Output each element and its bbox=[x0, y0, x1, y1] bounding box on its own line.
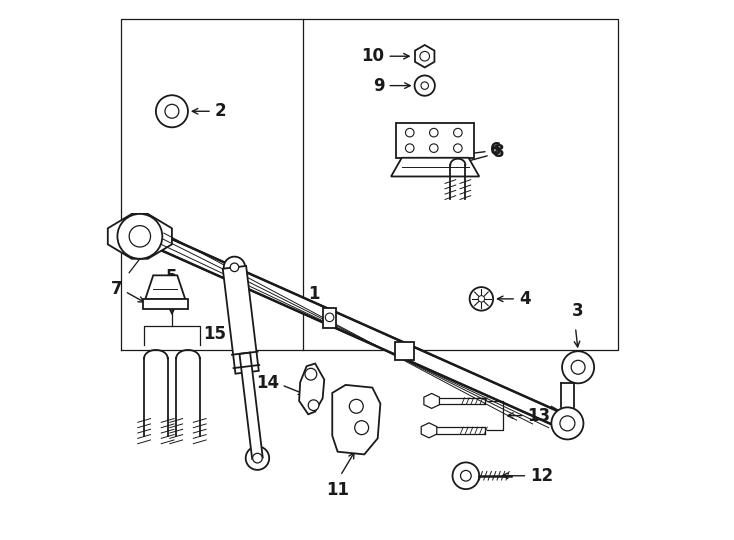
Circle shape bbox=[429, 129, 438, 137]
Text: 7: 7 bbox=[111, 280, 123, 298]
Circle shape bbox=[470, 287, 493, 310]
Bar bbox=[142, 299, 188, 309]
Polygon shape bbox=[299, 363, 324, 414]
Polygon shape bbox=[424, 394, 440, 408]
Text: 10: 10 bbox=[362, 47, 385, 65]
Bar bbox=[396, 123, 474, 158]
Polygon shape bbox=[148, 228, 567, 431]
Circle shape bbox=[421, 82, 429, 89]
Bar bbox=[323, 308, 336, 328]
Circle shape bbox=[230, 263, 239, 272]
Polygon shape bbox=[333, 385, 380, 454]
Polygon shape bbox=[223, 266, 259, 374]
Circle shape bbox=[478, 296, 484, 302]
Polygon shape bbox=[421, 423, 437, 438]
Text: 3: 3 bbox=[573, 302, 584, 320]
Circle shape bbox=[429, 144, 438, 152]
Text: 4: 4 bbox=[519, 290, 531, 308]
Circle shape bbox=[224, 256, 245, 278]
Circle shape bbox=[252, 453, 262, 463]
Polygon shape bbox=[239, 353, 263, 459]
Circle shape bbox=[246, 447, 269, 470]
Circle shape bbox=[349, 400, 363, 413]
Polygon shape bbox=[145, 275, 185, 299]
Circle shape bbox=[560, 416, 575, 431]
Text: 14: 14 bbox=[255, 374, 279, 392]
Circle shape bbox=[420, 51, 429, 61]
Circle shape bbox=[325, 313, 334, 322]
Polygon shape bbox=[391, 158, 479, 177]
Circle shape bbox=[405, 144, 414, 152]
Circle shape bbox=[156, 95, 188, 127]
Circle shape bbox=[308, 400, 319, 410]
Circle shape bbox=[405, 129, 414, 137]
Circle shape bbox=[415, 76, 435, 96]
Circle shape bbox=[129, 226, 150, 247]
Circle shape bbox=[454, 129, 462, 137]
Text: 5: 5 bbox=[166, 268, 178, 286]
Text: 11: 11 bbox=[326, 481, 349, 499]
Text: 9: 9 bbox=[373, 77, 385, 94]
Text: 1: 1 bbox=[308, 285, 319, 303]
Text: 13: 13 bbox=[527, 407, 550, 424]
Circle shape bbox=[460, 470, 471, 481]
Text: 2: 2 bbox=[214, 102, 226, 120]
Circle shape bbox=[355, 421, 368, 435]
Polygon shape bbox=[415, 45, 435, 68]
Circle shape bbox=[551, 407, 584, 440]
Circle shape bbox=[571, 360, 585, 374]
Polygon shape bbox=[108, 214, 172, 259]
Circle shape bbox=[305, 368, 317, 380]
Text: 6: 6 bbox=[490, 141, 502, 159]
Text: 15: 15 bbox=[203, 325, 226, 343]
Circle shape bbox=[117, 214, 162, 259]
Text: 12: 12 bbox=[530, 467, 553, 485]
Circle shape bbox=[453, 462, 479, 489]
Circle shape bbox=[562, 351, 594, 383]
Text: 8: 8 bbox=[493, 144, 504, 161]
Circle shape bbox=[454, 144, 462, 152]
Circle shape bbox=[165, 104, 179, 118]
Bar bbox=[395, 342, 414, 360]
